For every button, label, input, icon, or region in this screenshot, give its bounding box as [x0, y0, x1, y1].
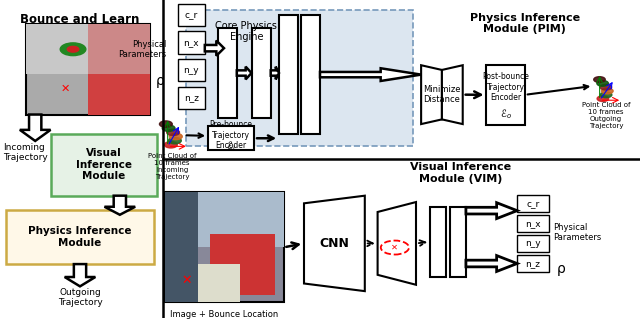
Polygon shape — [378, 202, 416, 285]
Circle shape — [162, 125, 175, 131]
FancyBboxPatch shape — [517, 255, 549, 272]
FancyBboxPatch shape — [165, 193, 284, 247]
Text: Pre-bounce
Trajectory
Encoder: Pre-bounce Trajectory Encoder — [209, 120, 253, 150]
FancyBboxPatch shape — [450, 207, 466, 277]
Text: ✕: ✕ — [61, 84, 70, 94]
FancyBboxPatch shape — [210, 234, 275, 295]
FancyBboxPatch shape — [88, 24, 150, 74]
FancyBboxPatch shape — [6, 210, 154, 264]
FancyBboxPatch shape — [26, 24, 150, 74]
FancyBboxPatch shape — [165, 193, 284, 302]
Text: n_y: n_y — [184, 66, 199, 75]
FancyBboxPatch shape — [178, 59, 205, 82]
Circle shape — [594, 77, 605, 82]
Text: ℰ$_o$: ℰ$_o$ — [500, 107, 511, 121]
Text: n_z: n_z — [184, 93, 199, 102]
Polygon shape — [104, 196, 135, 215]
Polygon shape — [466, 256, 517, 272]
FancyBboxPatch shape — [517, 195, 549, 212]
Polygon shape — [20, 115, 51, 141]
FancyBboxPatch shape — [279, 15, 298, 134]
Text: Minimize
Distance: Minimize Distance — [423, 85, 461, 104]
Text: Outgoing
Trajectory: Outgoing Trajectory — [58, 288, 102, 307]
Text: ρ: ρ — [156, 74, 165, 88]
FancyBboxPatch shape — [165, 193, 198, 302]
Text: Incoming
Trajectory: Incoming Trajectory — [3, 143, 48, 162]
Circle shape — [168, 137, 181, 144]
FancyBboxPatch shape — [430, 207, 446, 277]
Text: Point Cloud of
10 frames
Outgoing
Trajectory: Point Cloud of 10 frames Outgoing Trajec… — [582, 102, 630, 129]
FancyBboxPatch shape — [51, 134, 157, 196]
Polygon shape — [271, 67, 279, 79]
Circle shape — [164, 142, 177, 148]
Circle shape — [597, 96, 609, 101]
Polygon shape — [421, 65, 442, 124]
Polygon shape — [304, 196, 365, 291]
Text: Visual Inference
Module (VIM): Visual Inference Module (VIM) — [410, 162, 511, 184]
Polygon shape — [320, 68, 421, 81]
Text: Physics Inference
Module (PIM): Physics Inference Module (PIM) — [470, 13, 580, 34]
Circle shape — [602, 88, 613, 94]
Text: ✕: ✕ — [392, 243, 398, 252]
FancyBboxPatch shape — [178, 4, 205, 26]
FancyBboxPatch shape — [486, 65, 525, 125]
Text: c_r: c_r — [185, 11, 198, 20]
Text: n_x: n_x — [525, 219, 541, 228]
Text: Point Cloud of
10 frames
Incoming
Trajectory: Point Cloud of 10 frames Incoming Trajec… — [148, 153, 196, 180]
FancyBboxPatch shape — [252, 28, 271, 118]
Polygon shape — [237, 67, 252, 79]
Circle shape — [597, 81, 609, 86]
Text: n_x: n_x — [184, 38, 199, 47]
Polygon shape — [65, 264, 95, 286]
FancyBboxPatch shape — [198, 264, 240, 302]
Text: Physical
Parameters: Physical Parameters — [118, 39, 166, 59]
Text: c_r: c_r — [527, 199, 540, 208]
Text: ✕: ✕ — [181, 274, 192, 287]
Text: Bounce and Learn: Bounce and Learn — [20, 13, 140, 26]
FancyBboxPatch shape — [208, 126, 254, 150]
Circle shape — [60, 43, 86, 56]
Circle shape — [159, 121, 172, 127]
Text: CNN: CNN — [319, 237, 349, 250]
Circle shape — [600, 92, 612, 98]
Polygon shape — [205, 40, 224, 56]
Text: n_z: n_z — [525, 259, 541, 268]
FancyBboxPatch shape — [301, 15, 320, 134]
Text: Physical
Parameters: Physical Parameters — [554, 222, 602, 242]
Text: Image + Bounce Location: Image + Bounce Location — [170, 310, 278, 319]
Text: Visual
Inference
Module: Visual Inference Module — [76, 148, 132, 181]
Text: n_y: n_y — [525, 239, 541, 248]
FancyBboxPatch shape — [178, 31, 205, 54]
FancyBboxPatch shape — [218, 28, 237, 118]
Circle shape — [600, 84, 612, 90]
FancyBboxPatch shape — [26, 24, 150, 115]
Text: Post-bounce
Trajectory
Encoder: Post-bounce Trajectory Encoder — [482, 72, 529, 102]
Polygon shape — [442, 65, 463, 124]
FancyBboxPatch shape — [517, 215, 549, 232]
Polygon shape — [466, 203, 517, 219]
Text: ρ: ρ — [557, 262, 566, 276]
FancyBboxPatch shape — [517, 235, 549, 252]
Circle shape — [170, 133, 182, 140]
FancyBboxPatch shape — [178, 87, 205, 109]
Circle shape — [67, 47, 79, 52]
FancyBboxPatch shape — [186, 10, 413, 146]
Text: ℰ$_i$: ℰ$_i$ — [226, 139, 236, 153]
Text: Core Physics
Engine: Core Physics Engine — [216, 21, 277, 42]
FancyBboxPatch shape — [88, 24, 150, 115]
Text: Physics Inference
Module: Physics Inference Module — [28, 226, 132, 248]
Circle shape — [166, 129, 179, 135]
